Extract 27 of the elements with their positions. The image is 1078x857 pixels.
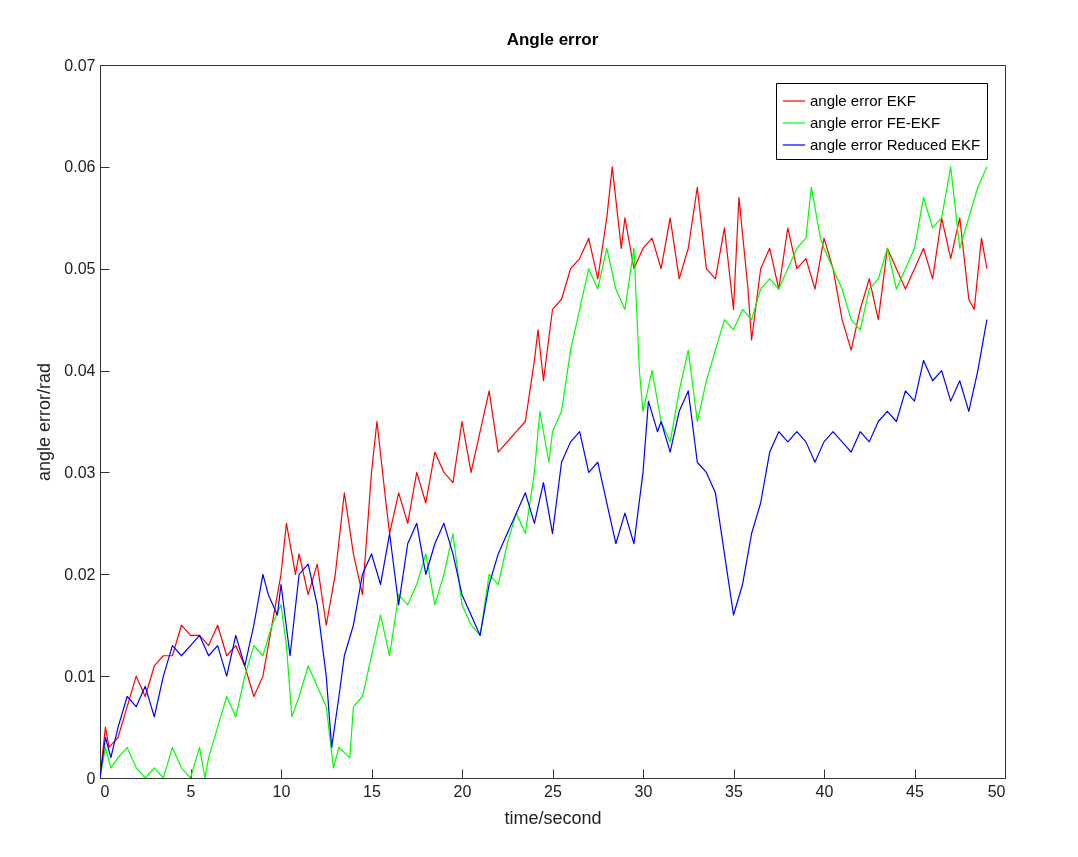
x-tick-label: 50: [987, 782, 1006, 800]
line-series: [100, 319, 988, 778]
x-tick-label: 30: [634, 782, 653, 800]
y-tick-label: 0.01: [64, 667, 96, 685]
x-axis-title: time/second: [504, 807, 602, 828]
y-tick-label: 0.07: [64, 56, 96, 74]
legend-label: angle error EKF: [810, 92, 916, 109]
x-tick-label: 10: [272, 782, 291, 800]
line-series: [100, 166, 988, 778]
x-tick-label: 20: [453, 782, 472, 800]
x-tick-label: 25: [544, 782, 562, 800]
y-tick-label: 0.03: [64, 463, 96, 481]
legend-label: angle error Reduced EKF: [810, 136, 981, 153]
legend-label: angle error FE-EKF: [810, 114, 941, 131]
x-tick-label: 15: [363, 782, 381, 800]
y-tick-label: 0.05: [64, 260, 96, 278]
y-tick-label: 0: [86, 769, 96, 787]
y-tick-label: 0.02: [64, 565, 96, 583]
x-tick-label: 35: [725, 782, 743, 800]
x-tick-label: 5: [186, 782, 196, 800]
y-tick-label: 0.04: [64, 362, 96, 380]
x-tick-label: 45: [906, 782, 924, 800]
y-tick-label: 0.06: [64, 158, 96, 176]
x-tick-label: 40: [815, 782, 834, 800]
x-tick-label: 0: [100, 782, 110, 800]
y-axis-title: angle error/rad: [34, 362, 55, 482]
chart-title: Angle error: [506, 30, 599, 49]
